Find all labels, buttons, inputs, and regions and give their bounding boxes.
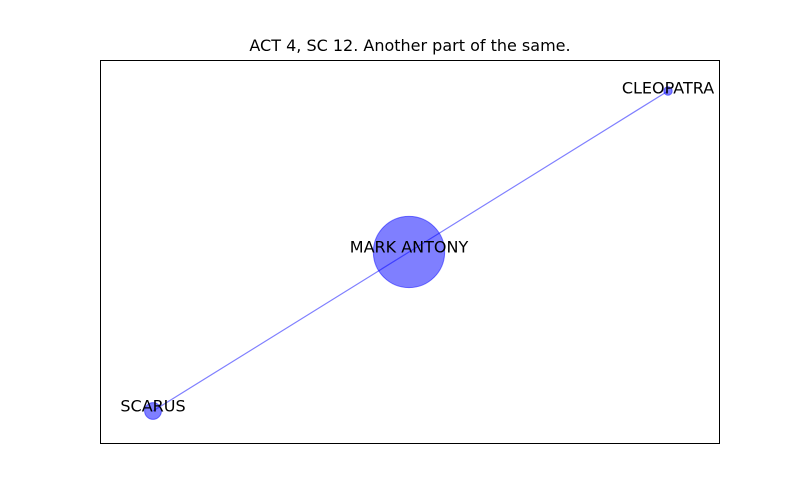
node-label-cleopatra: CLEOPATRA	[622, 79, 714, 98]
labels-layer: CLEOPATRA MARK ANTONY SCARUS	[120, 79, 714, 416]
node-label-mark-antony: MARK ANTONY	[350, 238, 469, 257]
nodes-layer	[144, 86, 673, 420]
chart-title: ACT 4, SC 12. Another part of the same.	[249, 36, 571, 55]
node-mark-antony	[372, 215, 446, 289]
edges-layer	[152, 90, 669, 412]
plot-frame	[100, 60, 720, 444]
edge-mark-antony-scarus	[152, 251, 410, 412]
node-label-scarus: SCARUS	[120, 397, 185, 416]
node-scarus	[144, 402, 162, 420]
edge-cleopatra-mark-antony	[408, 90, 669, 253]
node-cleopatra	[663, 86, 673, 96]
